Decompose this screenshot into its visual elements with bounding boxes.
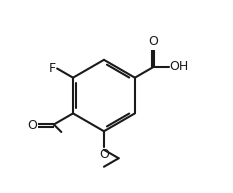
Text: O: O [149,36,158,48]
Text: O: O [27,119,37,132]
Text: O: O [99,148,109,161]
Text: OH: OH [169,60,188,73]
Text: F: F [49,62,56,75]
